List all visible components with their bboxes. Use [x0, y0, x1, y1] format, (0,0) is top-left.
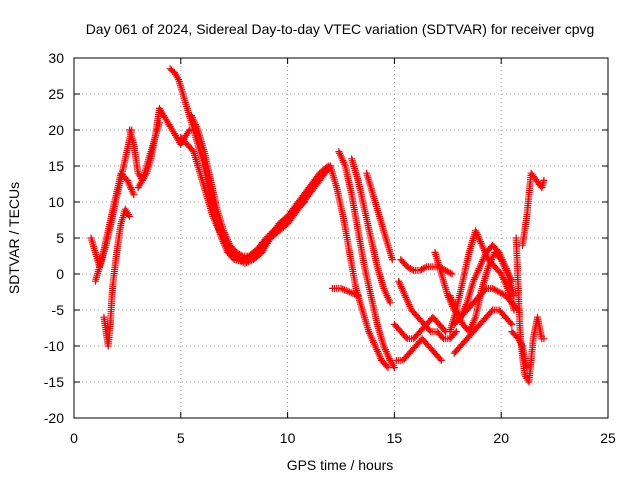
data-point	[507, 319, 515, 327]
data-point	[340, 286, 348, 294]
data-point	[241, 259, 249, 267]
data-point	[155, 119, 163, 127]
x-axis-label: GPS time / hours	[287, 457, 394, 473]
data-point	[346, 288, 354, 296]
y-tick-label: 10	[48, 194, 64, 210]
series-t22	[431, 241, 516, 321]
data-point	[438, 333, 446, 341]
data-point	[352, 291, 360, 299]
series-t17	[395, 277, 460, 343]
series-t18	[446, 227, 518, 336]
data-point	[402, 333, 410, 341]
data-point	[246, 257, 254, 265]
x-tick-label: 5	[177, 430, 185, 446]
x-axis: 0 5 10 15 20 25	[70, 58, 616, 446]
y-tick-label: -20	[44, 410, 64, 426]
data-point	[436, 355, 444, 363]
series-t15	[390, 313, 450, 343]
data-point	[388, 256, 396, 264]
data-point	[342, 287, 350, 295]
data-point	[383, 362, 391, 370]
y-axis: -20 -15 -10 -5 0 5 10 15 20 25 30	[44, 50, 608, 426]
data-point	[347, 289, 355, 297]
data-point	[337, 284, 345, 292]
data-point	[390, 364, 398, 372]
x-tick-label: 25	[600, 430, 616, 446]
data-point	[237, 251, 245, 259]
data-point	[437, 356, 445, 364]
series-t25	[508, 328, 531, 372]
data-point	[126, 212, 134, 220]
data-point	[451, 329, 459, 337]
series-t13	[328, 284, 362, 300]
data-point	[487, 307, 495, 315]
y-axis-label: SDTVAR / TECUs	[6, 182, 22, 294]
data-point	[481, 286, 489, 294]
y-tick-label: -10	[44, 338, 64, 354]
x-tick-label: 0	[70, 430, 78, 446]
y-tick-label: 0	[56, 266, 64, 282]
data-point	[185, 126, 193, 134]
grid	[74, 58, 608, 418]
data-point	[244, 258, 252, 266]
data-point	[540, 335, 548, 343]
chart-title: Day 061 of 2024, Sidereal Day-to-day VTE…	[86, 21, 595, 37]
series-t3	[91, 169, 138, 285]
data-point	[386, 299, 394, 307]
series-t21	[450, 284, 522, 328]
data-point	[301, 198, 309, 206]
data-point	[323, 163, 331, 171]
x-tick-label: 15	[387, 430, 403, 446]
series-t2	[100, 205, 134, 350]
data-point	[421, 264, 429, 272]
data-point	[349, 289, 357, 297]
data-point	[384, 364, 392, 372]
data-point	[408, 266, 416, 273]
data-point	[510, 292, 518, 300]
data-points	[87, 65, 548, 386]
series-t19	[450, 306, 516, 357]
data-point	[448, 270, 456, 278]
y-tick-label: -5	[52, 302, 65, 318]
data-point	[425, 326, 433, 334]
y-tick-label: 20	[48, 122, 64, 138]
series-t12	[363, 169, 396, 264]
data-point	[299, 199, 307, 207]
series-t24	[519, 169, 548, 249]
series-t9	[326, 162, 392, 372]
data-point	[351, 290, 359, 298]
data-point	[540, 176, 548, 184]
data-point	[354, 292, 362, 300]
data-point	[508, 277, 516, 285]
y-tick-label: 15	[48, 158, 64, 174]
data-point	[508, 320, 516, 328]
data-point	[243, 258, 251, 266]
data-point	[523, 364, 531, 372]
data-point	[440, 326, 448, 334]
series-t14	[393, 335, 445, 364]
data-point	[339, 285, 347, 293]
data-point	[446, 269, 454, 277]
series-t11	[348, 155, 394, 307]
series-t10	[335, 148, 398, 372]
x-tick-label: 10	[280, 430, 296, 446]
data-point	[452, 328, 460, 336]
series-t5	[134, 119, 163, 192]
y-tick-label: -15	[44, 374, 64, 390]
y-tick-label: 30	[48, 50, 64, 66]
data-point	[344, 287, 352, 295]
data-point	[130, 191, 138, 199]
y-tick-label: 5	[56, 230, 64, 246]
y-tick-label: 25	[48, 86, 64, 102]
x-tick-label: 20	[493, 430, 509, 446]
series-t8	[177, 133, 309, 267]
